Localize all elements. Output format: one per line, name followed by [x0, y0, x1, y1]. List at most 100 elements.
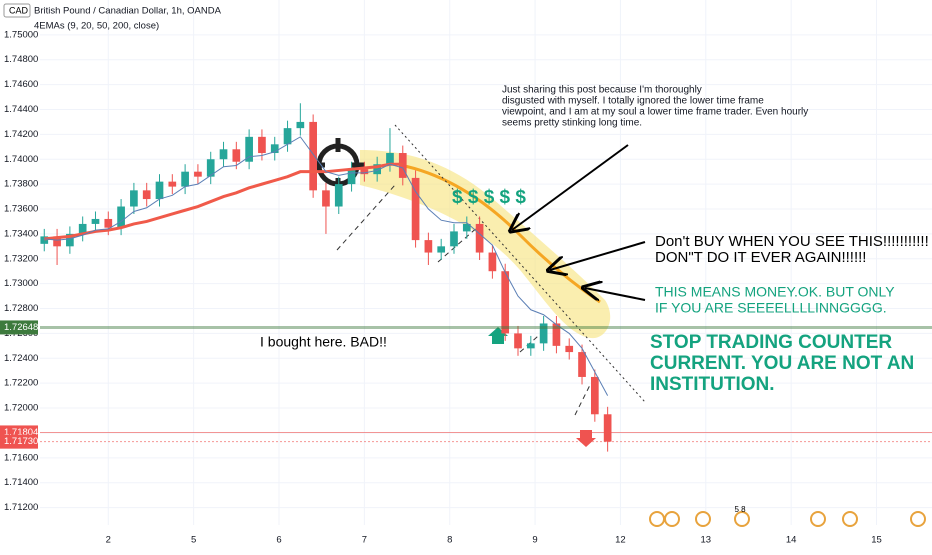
highlight: [360, 150, 611, 339]
ema-line: [44, 162, 403, 241]
y-tick-label: 1.72000: [4, 403, 38, 414]
candle-body: [450, 231, 458, 247]
candle-body: [309, 121, 317, 191]
up-arrow: [488, 327, 508, 344]
candle-body: [347, 169, 356, 185]
y-tick-label: 1.74200: [4, 129, 38, 140]
note-line: seems pretty stinking long time.: [502, 118, 642, 129]
y-tick-label: 1.73600: [4, 204, 38, 215]
y-tick-label: 1.72800: [4, 303, 38, 314]
candle-body: [181, 171, 189, 187]
candle-body: [296, 121, 305, 129]
candle-body: [322, 190, 330, 207]
events-label: 5 8: [734, 505, 746, 514]
x-tick-label: 7: [362, 535, 367, 546]
level-label-box: [0, 434, 38, 449]
x-tick-label: 6: [276, 535, 281, 546]
y-tick-label: 1.73800: [4, 179, 38, 190]
level-label: 1.72648: [4, 322, 38, 333]
candle-body: [104, 218, 113, 228]
candle-body: [258, 136, 266, 154]
candle-body: [194, 171, 202, 177]
level-label-box: [0, 320, 38, 335]
y-tick-label: 1.71600: [4, 452, 38, 463]
y-tick-label: 1.74600: [4, 79, 38, 90]
marks: [40, 103, 612, 452]
money-line: IF YOU ARE SEEEELLLLINNGGGG.: [655, 300, 887, 316]
candle-body: [552, 323, 561, 346]
note-line: viewpoint, and I am at my soul a lower t…: [502, 107, 808, 118]
candle-body: [91, 218, 100, 224]
candle-body: [245, 136, 253, 162]
candle-body: [603, 414, 612, 442]
crosshair-target: [311, 138, 365, 192]
candle-body: [53, 236, 61, 247]
candle-body: [206, 159, 215, 177]
bought-note: I bought here. BAD!!: [260, 334, 387, 350]
stop-line: STOP TRADING COUNTER: [650, 332, 892, 353]
candle-body: [232, 149, 241, 162]
candle-body: [155, 181, 164, 200]
trend-curve: [399, 163, 601, 304]
dollars: $ $ $ $ $: [452, 187, 526, 208]
candle-body: [488, 252, 497, 272]
candle-body: [514, 333, 522, 349]
candle-body: [411, 177, 420, 241]
y-tick-label: 1.74400: [4, 104, 38, 115]
level-label: 1.71804: [4, 427, 38, 438]
dotted-trendline: [394, 124, 646, 403]
candle-body: [424, 240, 433, 253]
candle-body: [130, 190, 138, 207]
x-tick-label: 2: [106, 535, 111, 546]
level-label: 1.71730: [4, 436, 38, 447]
candle-body: [40, 236, 49, 244]
event-icons: [649, 511, 926, 527]
candle-body: [539, 323, 548, 344]
candle-body: [437, 246, 446, 253]
candle-body: [270, 144, 279, 154]
candle-body: [565, 345, 574, 353]
down-arrow: [576, 430, 596, 447]
x-tick-label: 13: [701, 535, 712, 546]
candle-body: [117, 206, 125, 228]
y-tick-label: 1.73000: [4, 278, 38, 289]
stop-line: INSTITUTION.: [650, 374, 775, 395]
y-tick-label: 1.72400: [4, 353, 38, 364]
x-tick-label: 9: [532, 535, 537, 546]
x-tick-label: 8: [447, 535, 452, 546]
candle-body: [142, 190, 151, 200]
warning-line: DON"T DO IT EVER AGAIN!!!!!!: [655, 249, 866, 266]
warning-line: Don't BUY WHEN YOU SEE THIS!!!!!!!!!!!: [655, 233, 929, 250]
x-tick-label: 12: [615, 535, 626, 546]
note-line: disgusted with myself. I totally ignored…: [502, 96, 764, 107]
y-tick-label: 1.72200: [4, 378, 38, 389]
candle-body: [386, 153, 394, 165]
candle-body: [78, 223, 87, 234]
candle-body: [283, 128, 292, 145]
arrows: [512, 144, 646, 301]
indicator: 4EMAs (9, 20, 50, 200, close): [34, 21, 159, 32]
money-line: THIS MEANS MONEY.OK. BUT ONLY: [655, 284, 895, 300]
y-tick-label: 1.73400: [4, 228, 38, 239]
candle-body: [168, 181, 177, 187]
candle-body: [334, 184, 343, 207]
candle-body: [66, 233, 74, 247]
candle-body: [578, 352, 586, 377]
x-tick-label: 5: [191, 535, 196, 546]
candle-body: [360, 169, 369, 175]
candle-body: [590, 376, 599, 415]
y-tick-label: 1.73200: [4, 253, 38, 264]
y-tick-label: 1.71200: [4, 502, 38, 513]
x-tick-label: 15: [871, 535, 882, 546]
candle-body: [526, 343, 535, 349]
candle-body: [501, 271, 510, 334]
x-tick-label: 14: [786, 535, 797, 546]
title: British Pound / Canadian Dollar, 1h, OAN…: [34, 6, 222, 17]
candle-body: [219, 149, 228, 160]
candle-body: [475, 223, 484, 253]
candle-body: [373, 164, 382, 175]
currency-box: [3, 3, 31, 18]
candle-body: [462, 223, 471, 232]
